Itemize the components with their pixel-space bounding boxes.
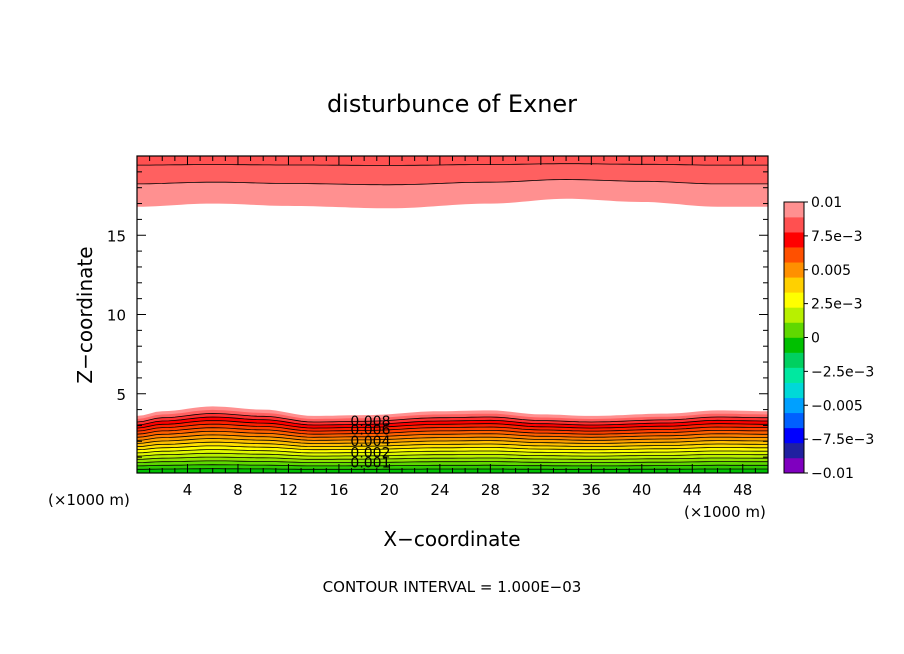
contour-line (136, 452, 768, 457)
contour-line (136, 445, 768, 451)
colorbar-swatch (784, 367, 804, 383)
x-tick-label: 8 (233, 481, 243, 499)
contour-line (136, 449, 768, 454)
contour-interval-footer: CONTOUR INTERVAL = 1.000E−03 (323, 578, 582, 596)
y-tick-label: 15 (107, 227, 126, 245)
contour-line (136, 460, 768, 464)
colorbar-swatch (784, 427, 804, 444)
colorbar-swatch (784, 382, 804, 399)
y-axis-ticks: 5 10 15 (107, 171, 768, 458)
x-tick-label: 12 (279, 481, 298, 499)
x-tick-label: 36 (582, 481, 601, 499)
colorbar-swatch (784, 277, 804, 293)
x-tick-label: 44 (683, 481, 702, 499)
colorbar-swatch (784, 337, 804, 353)
colorbar-label: 0 (811, 331, 820, 347)
contour-line (136, 456, 768, 460)
colorbar: 0.01 7.5e−3 0.005 2.5e−3 0 −2.5e−3 −0.005 −7.5e… (783, 195, 874, 482)
colorbar-label: 0.01 (811, 195, 842, 211)
colorbar-label: −2.5e−3 (811, 364, 874, 380)
colorbar-swatch (784, 202, 804, 218)
colorbar-label: 2.5e−3 (811, 297, 863, 313)
colorbar-swatch (784, 322, 804, 338)
contour-label: 0.002 (350, 446, 390, 462)
contour-line (137, 163, 768, 166)
contour-label: 0.004 (350, 434, 390, 450)
contour-line (137, 179, 768, 186)
contour-label: 0.001 (350, 456, 390, 472)
colorbar-swatch (784, 232, 804, 248)
chart-title: disturbunce of Exner (327, 90, 577, 118)
colorbar-label: −0.01 (811, 466, 854, 482)
colorbar-swatch (784, 307, 804, 323)
y-axis-label: Z−coordinate (73, 246, 97, 383)
contour-line (136, 438, 768, 444)
contour-line (136, 427, 768, 435)
x-axis-ticks: 4 8 12 16 20 24 28 32 36 40 44 48 (149, 156, 756, 499)
contour-line (136, 441, 768, 448)
colorbar-label: −0.005 (811, 398, 863, 414)
x-tick-label: 28 (481, 481, 500, 499)
colorbar-swatch (784, 217, 804, 233)
contour-label: 0.008 (350, 414, 390, 430)
x-tick-label: 24 (430, 481, 449, 499)
colorbar-swatch (784, 292, 804, 308)
colorbar-swatch (784, 262, 804, 278)
x-axis-unit-right: (×1000 m) (684, 503, 766, 521)
contour-line (136, 423, 768, 432)
x-tick-label: 20 (380, 481, 399, 499)
y-tick-label: 5 (116, 386, 126, 404)
contour-line (136, 416, 768, 426)
contour-line (136, 413, 768, 423)
contour-lines (136, 163, 768, 470)
x-axis-unit-left: (×1000 m) (48, 491, 130, 509)
colorbar-swatch (784, 412, 804, 429)
colorbar-swatch (784, 397, 804, 414)
colorbar-label: 0.005 (811, 263, 851, 279)
colorbar-swatch (784, 457, 804, 474)
x-tick-label: 4 (183, 481, 193, 499)
x-tick-label: 16 (329, 481, 348, 499)
bottom-contour-bands (137, 406, 768, 473)
x-tick-label: 32 (531, 481, 550, 499)
colorbar-label: −7.5e−3 (811, 432, 874, 448)
contour-line (136, 434, 768, 441)
colorbar-swatch (784, 442, 804, 459)
contour-line (136, 430, 768, 438)
contour-label: 0.006 (350, 423, 390, 439)
colorbar-swatch (784, 352, 804, 368)
x-axis-label: X−coordinate (383, 527, 520, 551)
y-tick-label: 10 (107, 307, 126, 325)
colorbar-swatch (784, 247, 804, 263)
contour-line (136, 464, 768, 467)
x-tick-label: 40 (632, 481, 651, 499)
contour-line (136, 420, 768, 429)
x-tick-label: 48 (733, 481, 752, 499)
colorbar-label: 7.5e−3 (811, 229, 863, 245)
